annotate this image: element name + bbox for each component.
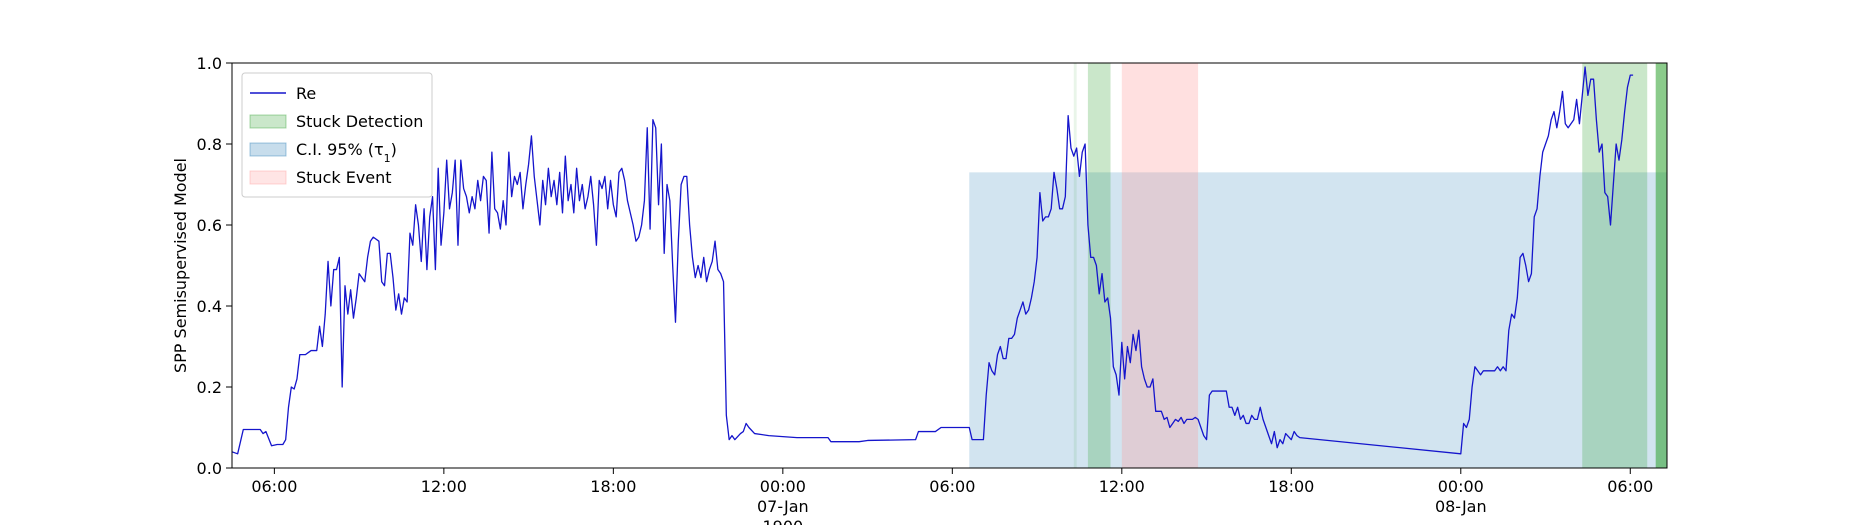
x-tick-label: 00:00 bbox=[760, 477, 806, 496]
x-tick-label: 12:00 bbox=[1099, 477, 1145, 496]
x-tick-label: 18:00 bbox=[590, 477, 636, 496]
x-tick-label: 07-Jan bbox=[757, 497, 809, 516]
legend-label-stuck-detection: Stuck Detection bbox=[296, 112, 423, 131]
x-tick-label: 00:00 bbox=[1438, 477, 1484, 496]
x-tick-label: 18:00 bbox=[1268, 477, 1314, 496]
legend-box bbox=[241, 72, 433, 198]
series-layer bbox=[231, 66, 1634, 455]
x-axis: 06:0012:0018:0000:0007-Jan190006:0012:00… bbox=[251, 468, 1653, 525]
x-tick-label: 08-Jan bbox=[1435, 497, 1487, 516]
legend-label-stuck-event: Stuck Event bbox=[296, 168, 392, 187]
y-axis: 0.0 0.2 0.4 0.6 0.8 1.0 bbox=[197, 54, 232, 478]
y-tick-label: 0.4 bbox=[197, 297, 222, 316]
y-tick-label: 0.6 bbox=[197, 216, 222, 235]
region-stuck-event-3 bbox=[1121, 63, 1199, 468]
region-c-i-95-1-0 bbox=[969, 172, 1667, 468]
x-tick-label: 06:00 bbox=[1607, 477, 1653, 496]
region-stuck-detection-4 bbox=[1582, 63, 1648, 468]
plot-frame bbox=[231, 62, 1668, 469]
legend-swatch-stuck-detection bbox=[249, 114, 287, 129]
y-tick-label: 0.2 bbox=[197, 378, 222, 397]
x-tick-label: 12:00 bbox=[421, 477, 467, 496]
region-stuck-detection-1 bbox=[1073, 63, 1077, 468]
y-tick-label: 0.0 bbox=[197, 459, 222, 478]
y-tick-label: 1.0 bbox=[197, 54, 222, 73]
y-tick-label: 0.8 bbox=[197, 135, 222, 154]
legend-swatch-c-i-95 bbox=[249, 142, 287, 157]
shaded-regions bbox=[969, 63, 1667, 468]
legend-label-re: Re bbox=[296, 84, 316, 103]
region-stuck-detection-2 bbox=[1087, 63, 1111, 468]
region-stuck-detection-5 bbox=[1655, 63, 1667, 468]
x-tick-label: 06:00 bbox=[251, 477, 297, 496]
legend-swatch-stuck-event bbox=[249, 170, 287, 185]
x-tick-label: 06:00 bbox=[929, 477, 975, 496]
series-line-re bbox=[231, 66, 1634, 455]
y-axis-title: SPP Semisupervised Model bbox=[171, 158, 190, 373]
x-tick-label: 1900 bbox=[762, 517, 803, 525]
